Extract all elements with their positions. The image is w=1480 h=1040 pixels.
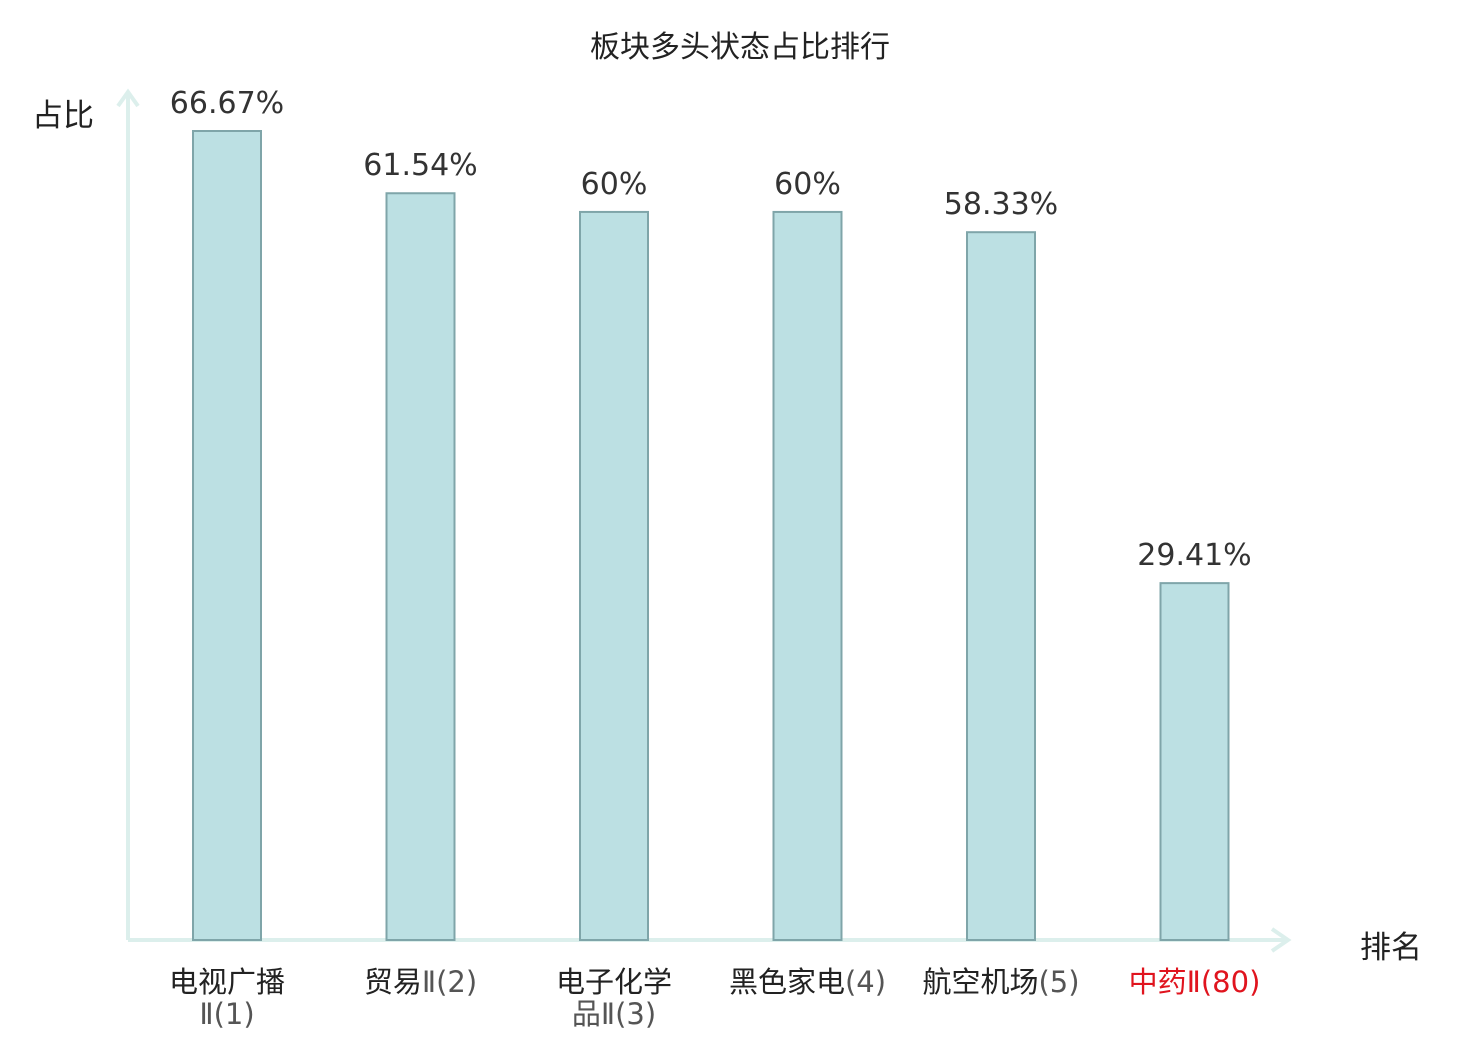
category-label: 航空机场(5) [906, 966, 1096, 998]
category-label: 中药Ⅱ(80) [1100, 966, 1290, 998]
category-rank: Ⅱ(2) [421, 965, 478, 999]
category-rank: Ⅱ(1) [199, 997, 255, 1031]
category-name: 中药 [1128, 965, 1187, 999]
bar-value-label: 60% [581, 167, 648, 202]
bar [192, 130, 262, 941]
bar [385, 192, 456, 941]
category-name: 贸易 [363, 965, 422, 999]
bar-value-label: 60% [774, 167, 841, 202]
x-axis-label: 排名 [1360, 930, 1422, 966]
bar-value-label: 29.41% [1137, 538, 1251, 573]
category-label: 电视广播 Ⅱ(1) [132, 966, 322, 1030]
x-axis-arrow-icon [1270, 927, 1292, 953]
category-name: 航空机场 [922, 965, 1039, 999]
bar [1159, 582, 1230, 941]
category-rank: (4) [844, 965, 887, 999]
category-rank: 品Ⅱ(3) [571, 997, 657, 1031]
category-name: 黑色家电 [728, 965, 845, 999]
category-name: 电视广播 [168, 965, 285, 999]
y-axis-label: 占比 [32, 98, 94, 134]
category-name: 电子化学 [555, 965, 672, 999]
category-label: 贸易Ⅱ(2) [326, 966, 516, 998]
y-axis-arrow-icon [116, 88, 140, 108]
category-label: 电子化学 品Ⅱ(3) [519, 966, 709, 1030]
bar [772, 210, 843, 941]
chart-title: 板块多头状态占比排行 [590, 30, 890, 65]
bar-value-label: 61.54% [363, 148, 477, 183]
bar [579, 210, 649, 941]
category-rank: Ⅱ(80) [1186, 965, 1261, 999]
bar-value-label: 66.67% [170, 86, 284, 121]
category-label: 黑色家电(4) [713, 966, 903, 998]
bar-value-label: 58.33% [944, 187, 1058, 222]
category-rank: (5) [1038, 965, 1080, 999]
bar [966, 231, 1036, 941]
